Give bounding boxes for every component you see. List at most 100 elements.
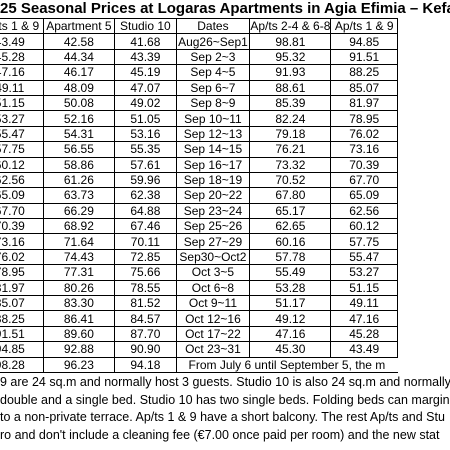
price-cell: 50.08 [42, 94, 116, 112]
date-cell: Sep 16~17 [175, 156, 251, 173]
header-cell: Ap/ts 1 & 9 [0, 17, 44, 35]
note-line: 9 are 24 sq.m and normally host 3 guests… [0, 375, 450, 389]
price-cell: 49.02 [114, 94, 177, 112]
price-cell: 49.12 [249, 310, 332, 327]
price-cell: 45.28 [0, 48, 44, 66]
price-cell: 47.07 [114, 79, 177, 96]
note-line: ro and don't include a cleaning fee (€7.… [0, 427, 440, 442]
price-cell: 49.11 [0, 79, 44, 96]
price-cell: 60.16 [249, 233, 332, 250]
price-cell: 86.41 [42, 310, 116, 327]
price-cell: 95.32 [249, 48, 332, 66]
price-cell: 91.93 [249, 64, 332, 81]
price-cell: 58.86 [42, 156, 116, 173]
price-cell: 67.70 [0, 202, 44, 220]
price-cell: 76.02 [330, 125, 398, 143]
price-cell: 81.97 [330, 94, 398, 112]
price-cell: 56.55 [42, 141, 116, 158]
price-cell: 53.16 [114, 125, 177, 143]
price-cell: 67.70 [330, 171, 398, 189]
price-cell: 90.90 [114, 341, 177, 358]
price-cell: 57.75 [330, 233, 398, 250]
price-cell: 88.25 [0, 310, 44, 327]
date-cell: Sep30~Oct2 [175, 248, 251, 266]
header-cell: Apartment 5 [42, 17, 116, 35]
price-cell: 85.39 [249, 94, 332, 112]
date-cell: Oct 6~8 [175, 279, 251, 297]
price-cell: 85.07 [0, 295, 44, 312]
price-cell: 59.96 [114, 171, 177, 189]
header-cell: Ap/ts 1 & 9 [330, 17, 398, 35]
price-cell: 55.49 [249, 264, 332, 281]
price-cell: 55.35 [114, 141, 177, 158]
row-note: From July 6 until September 5, the m [175, 356, 398, 373]
price-cell: 76.21 [249, 141, 332, 158]
price-cell: 43.49 [0, 33, 44, 50]
price-cell: 72.85 [114, 248, 177, 266]
price-cell: 57.61 [114, 156, 177, 173]
date-cell: Sep 23~24 [175, 202, 251, 220]
date-cell: Sep 4~5 [175, 64, 251, 81]
price-cell: 53.27 [330, 264, 398, 281]
price-cell: 45.28 [330, 325, 398, 343]
price-cell: 76.02 [0, 248, 44, 266]
price-cell: 78.95 [0, 264, 44, 281]
price-cell: 98.28 [0, 356, 44, 373]
price-cell: 74.43 [42, 248, 116, 266]
price-cell: 88.61 [249, 79, 332, 96]
note-line: double and a single bed. Studio 10 has t… [0, 392, 450, 407]
price-cell: 91.51 [0, 325, 44, 343]
date-cell: Oct 3~5 [175, 264, 251, 281]
price-cell: 85.07 [330, 79, 398, 96]
price-cell: 70.39 [330, 156, 398, 173]
price-cell: 94.85 [330, 33, 398, 50]
price-cell: 62.56 [330, 202, 398, 220]
notes: 9 are 24 sq.m and normally host 3 guests… [0, 374, 450, 444]
price-cell: 61.26 [42, 171, 116, 189]
price-cell: 47.16 [0, 64, 44, 81]
price-cell: 77.31 [42, 264, 116, 281]
price-cell: 42.58 [42, 33, 116, 50]
date-cell: Sep 10~11 [175, 110, 251, 127]
price-cell: 62.56 [0, 171, 44, 189]
date-cell: Sep 12~13 [175, 125, 251, 143]
date-cell: Aug26~Sep1 [175, 33, 251, 50]
price-cell: 55.47 [330, 248, 398, 266]
price-cell: 65.09 [0, 187, 44, 204]
price-cell: 62.38 [114, 187, 177, 204]
price-cell: 64.88 [114, 202, 177, 220]
price-cell: 73.16 [330, 141, 398, 158]
price-cell: 49.11 [330, 295, 398, 312]
price-cell: 89.60 [42, 325, 116, 343]
price-cell: 70.52 [249, 171, 332, 189]
price-cell: 63.73 [42, 187, 116, 204]
price-cell: 45.19 [114, 64, 177, 81]
price-cell: 55.47 [0, 125, 44, 143]
price-cell: 71.64 [42, 233, 116, 250]
price-cell: 60.12 [0, 156, 44, 173]
price-cell: 81.52 [114, 295, 177, 312]
date-cell: Sep 25~26 [175, 218, 251, 235]
price-cell: 83.30 [42, 295, 116, 312]
price-cell: 51.17 [249, 295, 332, 312]
header-cell: Dates [175, 17, 251, 35]
price-cell: 82.24 [249, 110, 332, 127]
price-cell: 57.78 [249, 248, 332, 266]
price-cell: 87.70 [114, 325, 177, 343]
price-cell: 52.16 [42, 110, 116, 127]
